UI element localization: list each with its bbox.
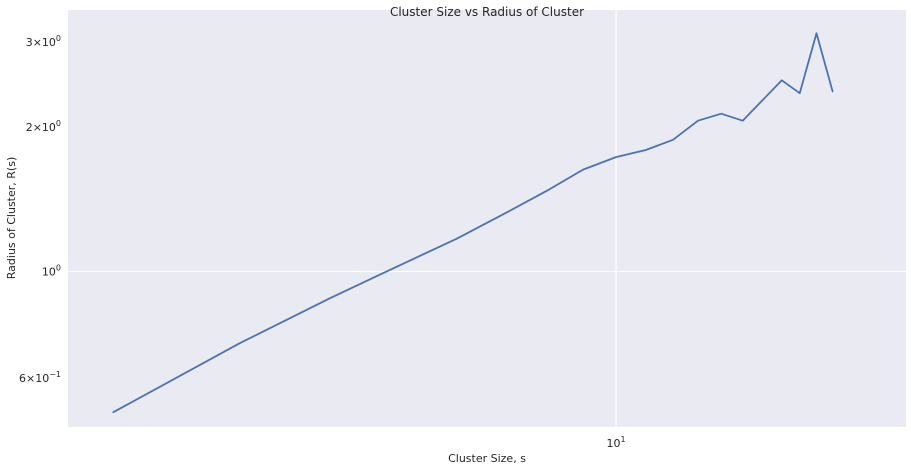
x-tick-labels: 101	[607, 435, 626, 450]
x-axis-label: Cluster Size, s	[448, 452, 526, 465]
y-axis-label: Radius of Cluster, R(s)	[5, 157, 18, 279]
chart-title: Cluster Size vs Radius of Cluster	[390, 5, 584, 19]
y-tick-label: 3×100	[26, 34, 61, 49]
y-tick-labels: 6×10−1 100 2×100 3×100	[19, 34, 61, 385]
grid-lines	[68, 10, 906, 427]
x-tick-label: 101	[607, 435, 626, 450]
y-tick-label: 2×100	[26, 119, 61, 134]
y-tick-label: 6×10−1	[19, 370, 61, 385]
series-line	[112, 32, 834, 414]
plot-background	[68, 10, 906, 427]
series-lines	[112, 32, 834, 414]
y-tick-label: 100	[42, 264, 61, 279]
